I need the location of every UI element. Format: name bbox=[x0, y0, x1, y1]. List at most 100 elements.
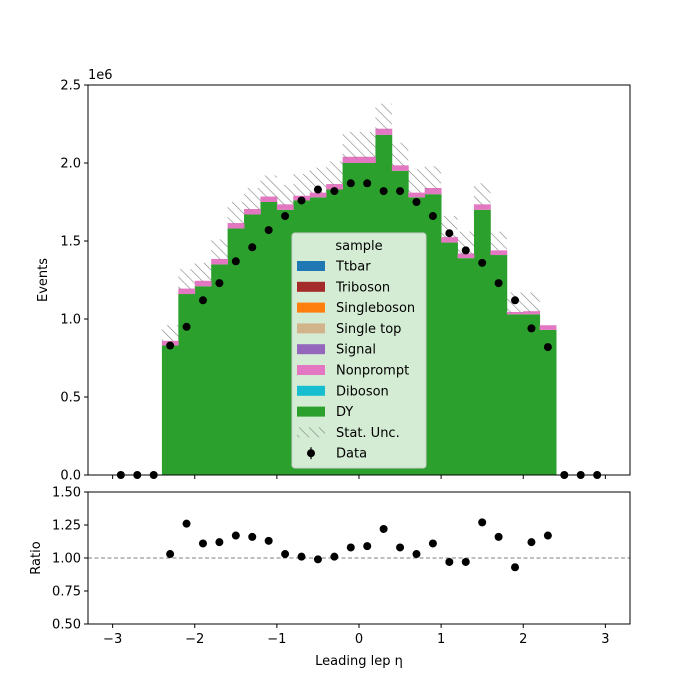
stat-unc-bin bbox=[523, 292, 540, 313]
stat-unc-bin bbox=[227, 202, 245, 224]
bar-dy bbox=[276, 209, 294, 476]
ratio-point bbox=[379, 524, 388, 533]
x-tick-label: −2 bbox=[185, 632, 204, 647]
bar-nonprompt bbox=[391, 165, 409, 171]
stat-unc-bin bbox=[161, 325, 179, 341]
stat-unc-bin bbox=[211, 239, 228, 260]
bar-nonprompt bbox=[457, 253, 475, 259]
main-y-ticks: 0.0 0.5 1.0 1.5 2.0 2.5 bbox=[60, 79, 88, 484]
ratio-y-tick-label: 0.50 bbox=[52, 618, 81, 633]
x-tick-label: 0 bbox=[355, 632, 363, 647]
stat-unc-bin bbox=[342, 131, 359, 159]
ratio-point bbox=[330, 552, 339, 561]
legend-entries: Ttbar Triboson Singleboson Single top Signal… bbox=[297, 260, 415, 462]
data-point bbox=[445, 229, 454, 238]
ratio-y-tick-label: 1.00 bbox=[52, 552, 81, 567]
ratio-point bbox=[494, 532, 503, 541]
ratio-point bbox=[428, 539, 437, 548]
bar-nonprompt bbox=[227, 223, 245, 229]
bar-dy bbox=[441, 242, 458, 475]
bar-dy bbox=[244, 214, 261, 476]
ratio-point bbox=[231, 531, 240, 540]
y-offset-text: 1e6 bbox=[88, 68, 113, 83]
stat-unc-bin bbox=[276, 184, 294, 206]
data-point bbox=[182, 322, 191, 331]
legend-label-ttbar: Ttbar bbox=[335, 260, 371, 275]
bar-nonprompt bbox=[441, 237, 458, 243]
bar-dy bbox=[473, 209, 491, 476]
ratio-point bbox=[445, 557, 454, 566]
bar-nonprompt bbox=[490, 250, 508, 256]
ratio-point bbox=[412, 550, 421, 559]
bar-nonprompt bbox=[309, 192, 327, 198]
ratio-point bbox=[511, 563, 520, 572]
bar-nonprompt bbox=[276, 204, 294, 210]
bar-dy bbox=[227, 228, 245, 475]
bar-nonprompt bbox=[375, 128, 393, 135]
bar-dy bbox=[194, 286, 212, 475]
stat-unc-bin bbox=[293, 173, 310, 196]
stat-unc-bin bbox=[424, 166, 442, 190]
legend-label-signal: Signal bbox=[336, 343, 376, 358]
bar-dy bbox=[211, 264, 229, 475]
legend-label-triboson: Triboson bbox=[335, 280, 390, 295]
ratio-point bbox=[166, 550, 175, 559]
bar-dy bbox=[490, 255, 508, 475]
data-point bbox=[527, 324, 536, 333]
stat-unc-bin bbox=[490, 231, 507, 251]
ratio-panel: −3 −2 −1 0 1 2 3 0.50 0.75 1.00 1.25 1.50 Ratio Le… bbox=[29, 486, 631, 669]
data-point bbox=[363, 179, 372, 188]
bar-dy bbox=[178, 294, 196, 475]
bar-nonprompt bbox=[539, 325, 557, 330]
legend: sample Ttbar Triboson Singleboson Single to… bbox=[291, 232, 427, 469]
data-point bbox=[511, 296, 520, 305]
legend-title: sample bbox=[335, 239, 382, 254]
data-point bbox=[281, 212, 290, 221]
ratio-y-tick-label: 1.25 bbox=[52, 519, 81, 534]
legend-swatch-nonprompt bbox=[297, 365, 325, 375]
data-point bbox=[297, 196, 306, 205]
main-panel: 0.0 0.5 1.0 1.5 2.0 2.5 1e6 Events sample Ttb… bbox=[36, 68, 631, 484]
ratio-point bbox=[363, 542, 372, 551]
bar-dy bbox=[523, 314, 541, 475]
bar-dy bbox=[539, 329, 557, 475]
legend-swatch-stat-unc bbox=[297, 427, 325, 438]
data-point bbox=[346, 179, 355, 188]
legend-label-singleboson: Singleboson bbox=[336, 301, 415, 316]
ratio-point bbox=[198, 539, 207, 548]
data-point bbox=[231, 257, 240, 266]
data-point bbox=[379, 187, 388, 196]
legend-swatch-single-top bbox=[297, 323, 325, 334]
data-point bbox=[215, 279, 224, 288]
ratio-point bbox=[264, 536, 273, 545]
bar-dy bbox=[457, 258, 475, 475]
stat-unc-bin bbox=[194, 262, 212, 282]
main-x-ticks bbox=[112, 475, 606, 479]
main-y-tick-label: 1.0 bbox=[60, 313, 81, 328]
bar-dy bbox=[161, 345, 179, 475]
bar-dy bbox=[506, 314, 524, 475]
legend-label-dy: DY bbox=[336, 405, 353, 420]
bar-nonprompt bbox=[178, 288, 196, 295]
ratio-point bbox=[297, 552, 306, 561]
legend-swatch-triboson bbox=[297, 281, 325, 292]
bar-nonprompt bbox=[194, 280, 212, 287]
data-point bbox=[264, 226, 273, 235]
bar-nonprompt bbox=[408, 192, 426, 198]
bar-nonprompt bbox=[506, 311, 524, 315]
data-point bbox=[396, 187, 405, 196]
main-y-axis-label: Events bbox=[36, 258, 51, 302]
legend-label-nonprompt: Nonprompt bbox=[336, 364, 409, 379]
stat-unc-bin bbox=[457, 231, 474, 256]
bar-nonprompt bbox=[260, 196, 278, 202]
x-tick-label: −1 bbox=[267, 632, 286, 647]
bar-dy bbox=[424, 194, 442, 475]
stat-unc-bin bbox=[309, 167, 327, 193]
x-axis-label: Leading lep η bbox=[315, 654, 403, 669]
bar-nonprompt bbox=[359, 156, 376, 163]
ratio-y-axis-label: Ratio bbox=[29, 541, 44, 574]
bar-nonprompt bbox=[473, 204, 491, 210]
data-point bbox=[428, 212, 437, 221]
legend-label-stat-unc: Stat. Unc. bbox=[336, 426, 400, 441]
main-y-tick-label: 2.5 bbox=[60, 79, 81, 94]
